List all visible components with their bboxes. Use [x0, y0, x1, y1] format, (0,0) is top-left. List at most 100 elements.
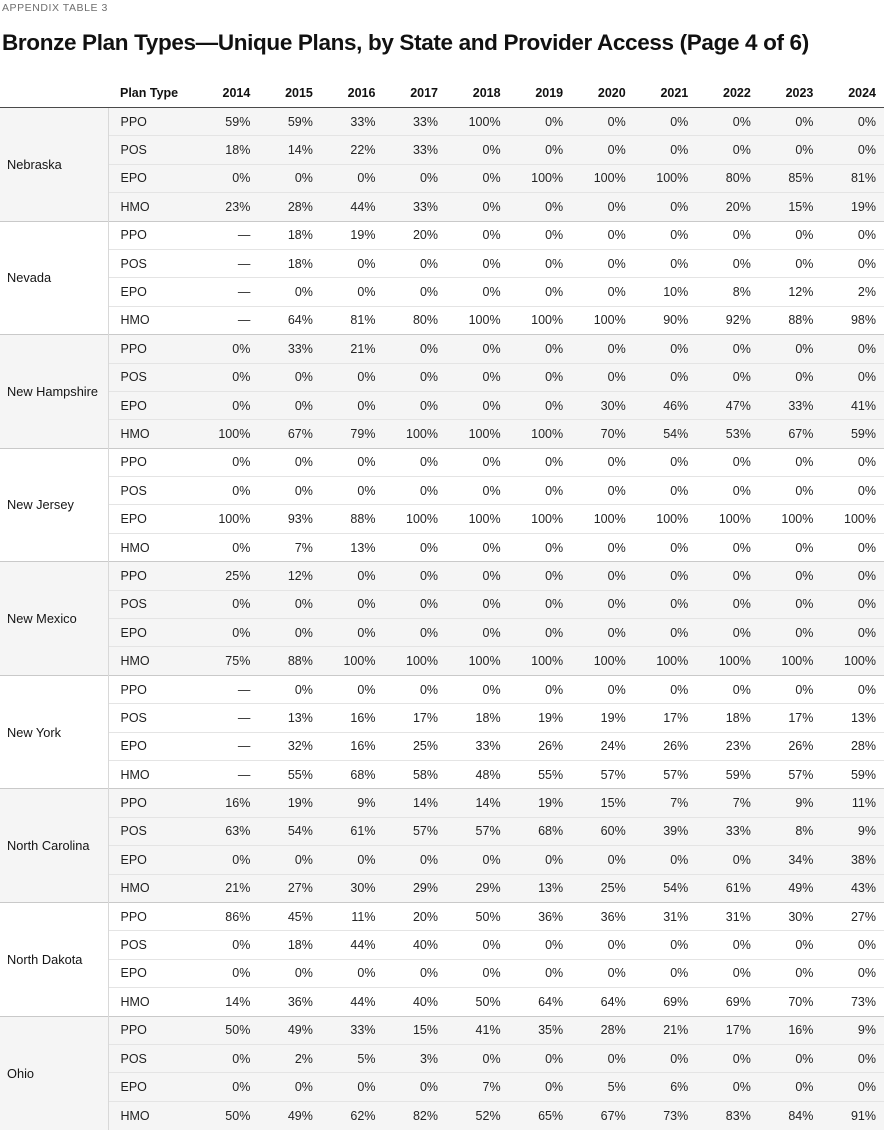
plan-type-cell: POS — [108, 476, 170, 505]
value-cell-2016: 0% — [320, 618, 384, 647]
value-cell-2024: 0% — [821, 334, 884, 364]
plan-type-cell: PPO — [108, 447, 170, 477]
spacer-cell — [169, 163, 196, 193]
value-cell-2023: 0% — [758, 334, 822, 364]
plan-type-cell: PPO — [108, 561, 170, 591]
table-row: POS —18% 0% 0% 0% 0% 0% 0% 0% 0% 0% — [0, 248, 884, 278]
value-cell-2014: 0% — [195, 618, 259, 647]
table-row: North Carolina PPO 16% 19% 9% 14% 14% 19% 15% 7% 7… — [0, 788, 884, 903]
value-cell-2017: 0% — [383, 447, 447, 477]
value-cell-2018: 0% — [446, 561, 509, 591]
value-cell-2022: 100% — [696, 504, 759, 534]
table-row: New Mexico PPO 25% 12% 0% 0% 0% 0% 0% 0% 0% 0% 0% — [0, 561, 884, 676]
value-cell-2019: 0% — [508, 476, 572, 505]
value-cell-2014: 0% — [195, 362, 259, 392]
value-cell-2018: 0% — [446, 674, 509, 704]
value-cell-2024: 2% — [821, 277, 884, 307]
value-cell-2018: 57% — [446, 816, 509, 846]
spacer-cell — [169, 1100, 196, 1130]
value-cell-2023: 0% — [758, 618, 822, 647]
spacer-cell — [169, 845, 196, 875]
table-row: EPO 0% 0% 0% 0% 0% 100% 100% 100% 80% 85% 81% — [0, 163, 884, 193]
value-cell-2020: 0% — [571, 845, 634, 875]
value-cell-2021: 54% — [633, 873, 697, 903]
table-row: HMO 23% 28% 44% 33% 0% 0% 0% 0% 20% 15% 19% — [0, 192, 884, 222]
spacer-cell — [169, 561, 196, 591]
value-cell-2023: 0% — [758, 930, 822, 960]
value-cell-2023: 0% — [758, 589, 822, 619]
value-cell-2014: 75% — [195, 646, 259, 676]
table-row: EPO 0% 0% 0% 0% 0% 0% 30% 46% 47% 33% 41% — [0, 390, 884, 420]
value-cell-2017: 17% — [383, 703, 447, 733]
value-cell-2017: 100% — [383, 419, 447, 449]
value-cell-2020: 100% — [571, 163, 634, 193]
value-cell-2019: 19% — [508, 703, 572, 733]
spacer-cell — [169, 390, 196, 420]
table-row: EPO —0% 0% 0% 0% 0% 0% 10% 8% 12% 2% — [0, 277, 884, 307]
value-cell-2016: 21% — [320, 334, 384, 364]
value-cell-2021: 100% — [633, 646, 697, 676]
spacer-cell — [169, 731, 196, 761]
value-cell-2021: 0% — [633, 930, 697, 960]
value-cell-2015: 33% — [258, 334, 321, 364]
spacer-cell — [169, 816, 196, 846]
value-cell-2014: 0% — [195, 390, 259, 420]
value-cell-2019: 0% — [508, 618, 572, 647]
value-cell-2023: 34% — [758, 845, 822, 875]
value-cell-2022: 0% — [696, 1043, 759, 1073]
value-cell-2017: 3% — [383, 1043, 447, 1073]
table-head: Plan Type 2014 2015 2016 2017 2018 2019 … — [0, 86, 884, 108]
value-cell-2020: 0% — [571, 277, 634, 307]
value-cell-2019: 100% — [508, 504, 572, 534]
value-cell-2022: 0% — [696, 476, 759, 505]
plan-type-cell: POS — [108, 816, 170, 846]
value-cell-2022: 92% — [696, 305, 759, 335]
value-cell-2022: 0% — [696, 561, 759, 591]
value-cell-2020: 0% — [571, 589, 634, 619]
value-cell-2024: 0% — [821, 589, 884, 619]
value-cell-2019: 0% — [508, 390, 572, 420]
value-cell-2017: 0% — [383, 362, 447, 392]
value-cell-2018: 0% — [446, 447, 509, 477]
value-cell-2014: — — [195, 703, 259, 733]
value-cell-2018: 0% — [446, 618, 509, 647]
state-label-cell: North Dakota — [0, 901, 110, 1016]
plan-type-cell: HMO — [108, 873, 170, 903]
value-cell-2024: 98% — [821, 305, 884, 335]
bronze-plan-types-table: Plan Type 2014 2015 2016 2017 2018 2019 … — [0, 86, 884, 1130]
value-cell-2021: 100% — [633, 163, 697, 193]
value-cell-2018: 0% — [446, 476, 509, 505]
value-cell-2016: 11% — [320, 901, 384, 931]
state-label-cell: North Carolina — [0, 788, 110, 903]
value-cell-2018: 0% — [446, 1043, 509, 1073]
value-cell-2017: 20% — [383, 901, 447, 931]
spacer-cell — [169, 362, 196, 392]
value-cell-2023: 9% — [758, 788, 822, 818]
value-cell-2024: 100% — [821, 646, 884, 676]
value-cell-2019: 0% — [508, 334, 572, 364]
value-cell-2019: 0% — [508, 958, 572, 988]
value-cell-2022: 0% — [696, 958, 759, 988]
value-cell-2015: 64% — [258, 305, 321, 335]
spacer-cell — [169, 447, 196, 477]
value-cell-2023: 84% — [758, 1100, 822, 1130]
value-cell-2024: 19% — [821, 192, 884, 222]
header-year-2022: 2022 — [696, 86, 759, 108]
table-row: New York PPO —0% 0% 0% 0% 0% 0% 0% 0% 0% 0% — [0, 674, 884, 789]
value-cell-2024: 0% — [821, 220, 884, 250]
header-state-column — [0, 86, 109, 108]
state-label-cell: New Mexico — [0, 561, 110, 676]
plan-type-cell: HMO — [108, 759, 170, 789]
value-cell-2019: 0% — [508, 674, 572, 704]
value-cell-2022: 0% — [696, 589, 759, 619]
value-cell-2023: 100% — [758, 646, 822, 676]
value-cell-2019: 0% — [508, 1072, 572, 1102]
value-cell-2024: 28% — [821, 731, 884, 761]
value-cell-2021: 0% — [633, 589, 697, 619]
value-cell-2022: 0% — [696, 930, 759, 960]
value-cell-2020: 30% — [571, 390, 634, 420]
value-cell-2014: 0% — [195, 476, 259, 505]
value-cell-2023: 0% — [758, 248, 822, 278]
header-year-2017: 2017 — [383, 86, 447, 108]
spacer-cell — [169, 930, 196, 960]
